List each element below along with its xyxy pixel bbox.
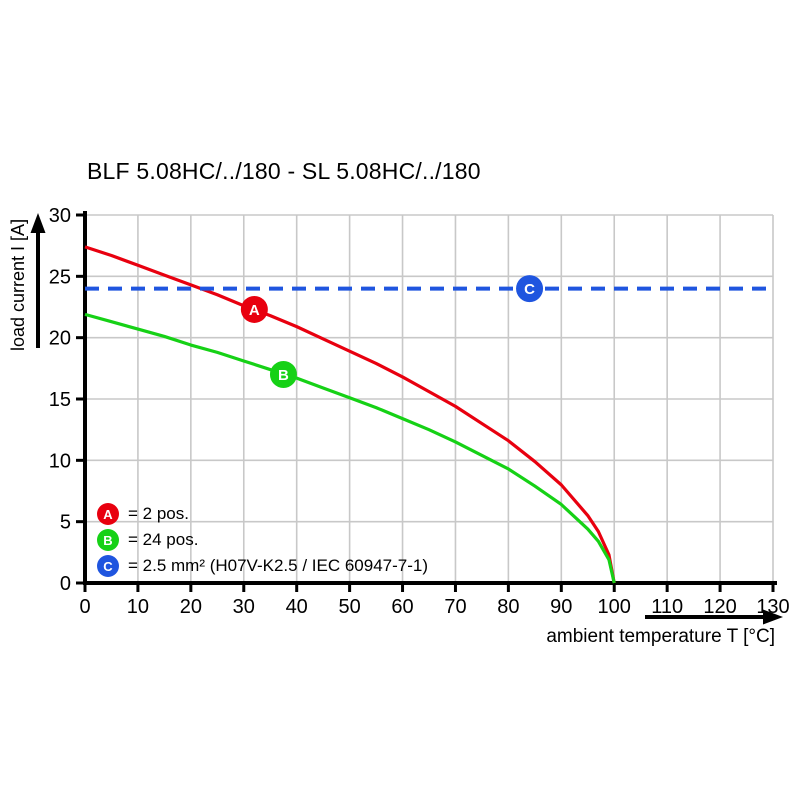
y-tick-label: 20 <box>49 328 71 350</box>
x-tick-label: 50 <box>338 596 360 618</box>
curve-marker-b-icon <box>269 360 297 388</box>
legend: A = 2 pos. B = 24 pos. C = 2.5 mm² (H07V… <box>97 503 428 581</box>
y-tick-label: 25 <box>49 266 71 288</box>
y-axis-label: load current I [A] <box>8 218 28 351</box>
x-tick-label: 90 <box>550 596 572 618</box>
y-tick-label: 30 <box>49 205 71 227</box>
x-tick-label: 20 <box>180 596 202 618</box>
curve-marker-b-letter: B <box>278 367 289 384</box>
x-tick-label: 80 <box>497 596 519 618</box>
legend-label-a: = 2 pos. <box>128 504 189 523</box>
x-tick-label: 10 <box>127 596 149 618</box>
curve-marker-a-icon <box>240 295 268 323</box>
legend-item-b: B = 24 pos. <box>97 529 428 551</box>
curve-marker-c-icon <box>516 275 544 303</box>
y-tick-label: 15 <box>49 389 71 411</box>
legend-marker-b-icon: B <box>97 529 119 551</box>
y-tick-label: 5 <box>60 512 71 534</box>
legend-item-c: C = 2.5 mm² (H07V-K2.5 / IEC 60947-7-1) <box>97 555 428 577</box>
series-line-b <box>84 312 616 584</box>
x-tick-label: 60 <box>391 596 413 618</box>
x-tick-label: 110 <box>651 596 683 618</box>
y-tick-label: 0 <box>60 573 71 595</box>
chart-title: BLF 5.08HC/../180 - SL 5.08HC/../180 <box>87 158 481 184</box>
x-tick-label: 70 <box>444 596 466 618</box>
legend-item-a: A = 2 pos. <box>97 503 428 525</box>
legend-label-b: = 24 pos. <box>128 530 199 549</box>
x-axis-label: ambient temperature T [°C] <box>546 626 775 647</box>
x-tick-label: 40 <box>286 596 308 618</box>
curve-marker-c-letter: C <box>524 281 535 298</box>
x-axis-arrowhead-icon <box>763 609 783 625</box>
y-tick-label: 10 <box>49 450 71 472</box>
x-tick-label: 100 <box>598 596 631 618</box>
x-tick-label: 30 <box>233 596 255 618</box>
curve-marker-a-letter: A <box>249 302 260 319</box>
series-line-a <box>84 245 616 584</box>
y-axis-arrowhead-icon <box>30 213 46 233</box>
legend-label-c: = 2.5 mm² (H07V-K2.5 / IEC 60947-7-1) <box>128 556 428 575</box>
legend-marker-c-icon: C <box>97 555 119 577</box>
legend-marker-a-icon: A <box>97 503 119 525</box>
x-tick-label: 0 <box>79 596 90 618</box>
x-tick-label: 120 <box>703 596 736 618</box>
